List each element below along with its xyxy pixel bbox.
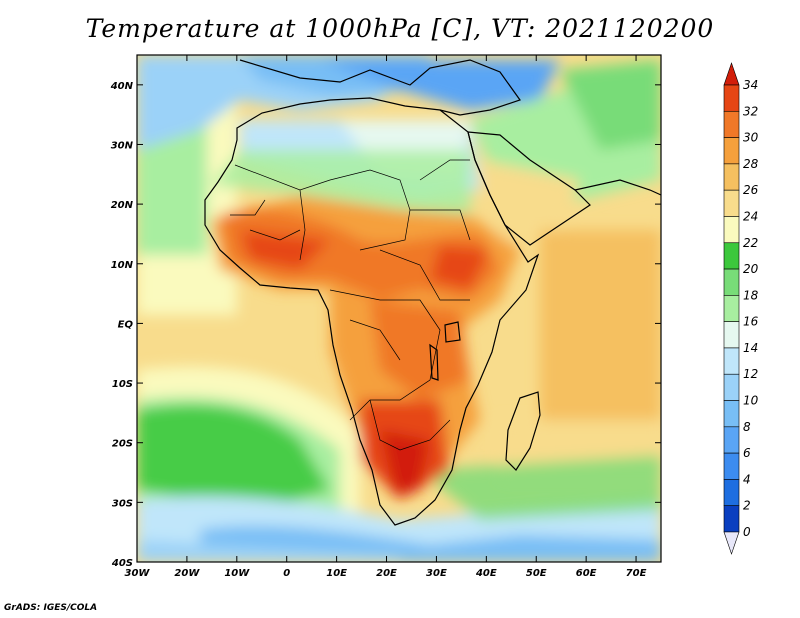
europe-coastline (239, 59, 521, 116)
lon-tick-label: 10W (224, 568, 250, 579)
colorbar-bin (723, 84, 740, 112)
colorbar-bin (723, 347, 740, 375)
colorbar-bin (723, 110, 740, 138)
lon-tick-label: 30E (426, 568, 447, 579)
lat-tick-label: EQ (118, 319, 134, 330)
colorbar-bin (723, 268, 740, 296)
lat-tick-label: 20S (112, 439, 133, 450)
lat-tick-label: 40S (111, 558, 133, 569)
colorbar-label: 18 (743, 288, 759, 302)
colorbar-label: 16 (743, 315, 759, 329)
colorbar-label: 8 (743, 420, 751, 434)
colorbar-label: 34 (743, 78, 758, 92)
colorbar-bin (723, 189, 740, 217)
colorbar-max-triangle (723, 62, 740, 86)
lon-tick-label: 70E (626, 568, 647, 579)
colorbar-label: 30 (743, 131, 759, 145)
lon-tick-label: 0 (283, 568, 290, 579)
lat-tick-label: 20N (111, 200, 134, 211)
colorbar-bin (723, 452, 740, 480)
map-title: Temperature at 1000hPa [C], VT: 20211202… (85, 14, 715, 43)
lake-tanganyika (429, 343, 439, 381)
lon-tick-label: 20W (174, 568, 200, 579)
country-borders (230, 159, 471, 451)
lat-tick-label: 10N (111, 260, 134, 271)
colorbar-bin (723, 321, 740, 349)
colorbar-label: 26 (743, 183, 759, 197)
colorbar-bin (723, 295, 740, 322)
colorbar-label: 14 (743, 341, 758, 355)
axis-ticks: 30W 20W 10W 0 10E 20E 30E 40E 50E 60E 70E 40N 30N 20N… (110, 55, 661, 579)
lat-tick-label: 10S (112, 379, 133, 390)
africa-coastline (204, 97, 540, 526)
colorbar-label: 10 (743, 394, 759, 408)
colorbar-bin (723, 505, 740, 533)
iran-coast (574, 179, 661, 196)
madagascar-coastline (505, 391, 541, 471)
colorbar-bin (723, 479, 740, 507)
coastlines (204, 59, 661, 526)
lon-tick-label: 20E (376, 568, 397, 579)
colorbar-label: 28 (743, 157, 759, 171)
colorbar-label: 6 (743, 446, 751, 460)
lat-tick-label: 40N (110, 81, 134, 92)
colorbar-bin (723, 426, 740, 454)
colorbar-label: 0 (743, 525, 751, 539)
colorbar-bin (723, 373, 740, 401)
map-frame (136, 54, 662, 563)
colorbar-label: 32 (743, 104, 758, 118)
lat-tick-label: 30N (111, 140, 134, 151)
colorbar-label: 20 (743, 262, 759, 276)
lon-tick-label: 30W (125, 568, 151, 579)
grads-credit: GrADS: IGES/COLA (4, 603, 98, 613)
lon-tick-label: 10E (326, 568, 347, 579)
colorbar-label: 4 (743, 472, 751, 486)
colorbar-bin (723, 216, 740, 244)
colorbar-label: 24 (743, 209, 758, 223)
colorbar-label: 12 (743, 367, 758, 381)
colorbar-bin (723, 400, 740, 428)
colorbar-bin (723, 163, 740, 191)
lon-tick-label: 40E (475, 568, 497, 579)
colorbar-label: 2 (743, 499, 751, 513)
colorbar-bin (723, 242, 740, 270)
lon-tick-label: 50E (526, 568, 547, 579)
colorbar-min-triangle (723, 531, 740, 555)
arabia-coastline (467, 131, 591, 246)
lon-tick-label: 60E (576, 568, 597, 579)
colorbar-bin (723, 137, 740, 165)
temperature-field (137, 55, 661, 562)
lat-tick-label: 30S (112, 498, 133, 509)
lake-victoria (444, 321, 461, 343)
colorbar-label: 22 (743, 236, 758, 250)
